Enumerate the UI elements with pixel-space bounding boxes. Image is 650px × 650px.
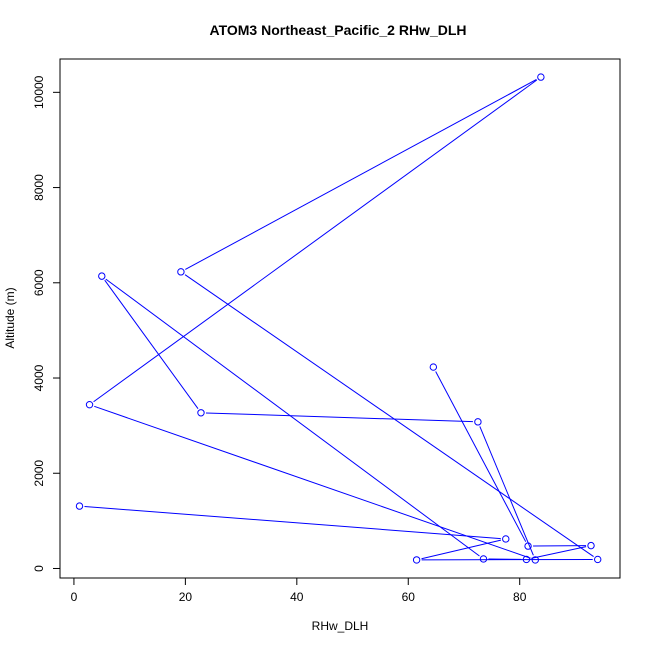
data-point [429, 363, 438, 371]
x-tick-label: 80 [513, 590, 527, 604]
y-tick-label: 2000 [32, 460, 46, 487]
data-point [474, 418, 482, 426]
x-tick-label: 0 [71, 590, 78, 604]
x-axis: 0 20 40 60 80 [71, 577, 527, 604]
y-tick-label: 6000 [32, 269, 46, 296]
series-segment [185, 79, 537, 270]
series-segment [435, 371, 527, 542]
data-point [75, 502, 84, 510]
x-tick-label: 60 [402, 590, 416, 604]
series-segment [104, 279, 199, 410]
data-point [85, 400, 94, 409]
plot-area-border [59, 58, 621, 579]
y-tick-label: 4000 [32, 364, 46, 391]
series-segment [84, 505, 501, 540]
y-tick-label: 10000 [32, 75, 46, 109]
x-tick-label: 40 [290, 590, 304, 604]
data-point [531, 556, 540, 564]
data-point [524, 542, 532, 550]
data-point [502, 535, 510, 543]
y-tick-label: 8000 [32, 174, 46, 201]
series-segment [205, 412, 473, 423]
series-segment [94, 405, 531, 559]
y-axis: 0 2000 4000 6000 8000 10000 [32, 75, 61, 572]
series-segment [421, 539, 502, 560]
data-point [197, 409, 205, 417]
series-segment [93, 79, 538, 403]
series-points [75, 73, 602, 564]
data-point [522, 555, 531, 564]
data-point [587, 541, 595, 550]
data-point [537, 73, 545, 81]
data-point [479, 555, 488, 563]
x-tick-label: 20 [179, 590, 193, 604]
series-segment [479, 426, 534, 556]
data-point [98, 272, 106, 280]
chart-title: ATOM3 Northeast_Pacific_2 RHw_DLH [210, 22, 467, 38]
data-point [412, 556, 421, 564]
series-segment [105, 278, 480, 557]
series-segment [531, 546, 587, 559]
series-lines [84, 79, 594, 561]
y-tick-label: 0 [32, 565, 46, 572]
x-axis-label: RHw_DLH [312, 619, 369, 633]
data-point [594, 555, 602, 564]
series-segment [184, 274, 594, 558]
y-axis-label: Altitude (m) [3, 287, 17, 348]
data-point [177, 268, 185, 276]
